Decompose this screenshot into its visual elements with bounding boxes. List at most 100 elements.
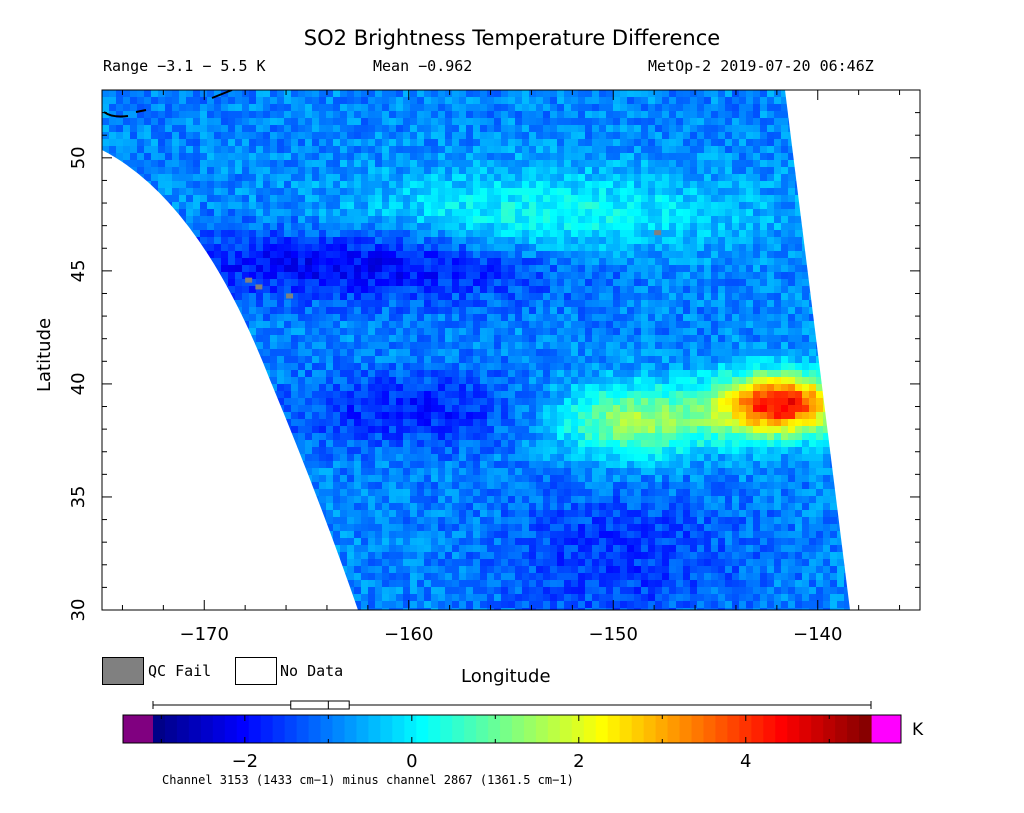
heatmap-cell — [837, 104, 844, 111]
heatmap-cell — [669, 90, 676, 97]
heatmap-cell — [543, 132, 550, 139]
heatmap-cell — [879, 223, 886, 230]
heatmap-cell — [347, 160, 354, 167]
heatmap-cell — [606, 377, 613, 384]
heatmap-cell — [417, 125, 424, 132]
heatmap-cell — [564, 118, 571, 125]
heatmap-cell — [858, 160, 865, 167]
heatmap-cell — [242, 300, 249, 307]
heatmap-cell — [760, 342, 767, 349]
heatmap-cell — [172, 188, 179, 195]
heatmap-cell — [837, 167, 844, 174]
heatmap-cell — [760, 132, 767, 139]
heatmap-cell — [669, 202, 676, 209]
heatmap-cell — [907, 377, 914, 384]
heatmap-cell — [151, 342, 158, 349]
heatmap-cell — [683, 258, 690, 265]
heatmap-cell — [571, 132, 578, 139]
heatmap-cell — [459, 118, 466, 125]
heatmap-cell — [102, 272, 109, 279]
heatmap-cell — [795, 230, 802, 237]
heatmap-cell — [494, 104, 501, 111]
heatmap-cell — [319, 328, 326, 335]
heatmap-cell — [760, 335, 767, 342]
heatmap-cell — [697, 181, 704, 188]
heatmap-cell — [522, 167, 529, 174]
heatmap-cell — [515, 167, 522, 174]
heatmap-cell — [375, 384, 382, 391]
heatmap-cell — [424, 307, 431, 314]
heatmap-cell — [641, 307, 648, 314]
heatmap-cell — [683, 370, 690, 377]
heatmap-cell — [431, 202, 438, 209]
heatmap-cell — [900, 223, 907, 230]
heatmap-cell — [606, 118, 613, 125]
heatmap-cell — [193, 384, 200, 391]
heatmap-cell — [137, 286, 144, 293]
heatmap-cell — [137, 251, 144, 258]
heatmap-cell — [627, 307, 634, 314]
heatmap-cell — [417, 195, 424, 202]
heatmap-cell — [662, 111, 669, 118]
heatmap-cell — [578, 370, 585, 377]
heatmap-cell — [613, 314, 620, 321]
heatmap-cell — [578, 272, 585, 279]
heatmap-cell — [655, 244, 662, 251]
heatmap-cell — [522, 216, 529, 223]
heatmap-cell — [683, 265, 690, 272]
heatmap-cell — [480, 370, 487, 377]
heatmap-cell — [795, 174, 802, 181]
heatmap-cell — [445, 90, 452, 97]
heatmap-cell — [165, 181, 172, 188]
heatmap-cell — [571, 356, 578, 363]
heatmap-cell — [823, 370, 830, 377]
heatmap-cell — [270, 146, 277, 153]
heatmap-cell — [872, 97, 879, 104]
heatmap-cell — [452, 363, 459, 370]
heatmap-cell — [354, 223, 361, 230]
heatmap-cell — [235, 384, 242, 391]
heatmap-cell — [634, 244, 641, 251]
heatmap-cell — [809, 139, 816, 146]
heatmap-cell — [389, 202, 396, 209]
heatmap-cell — [522, 370, 529, 377]
heatmap-cell — [382, 286, 389, 293]
heatmap-cell — [599, 139, 606, 146]
heatmap-cell — [795, 251, 802, 258]
heatmap-cell — [872, 230, 879, 237]
heatmap-cell — [431, 97, 438, 104]
heatmap-cell — [564, 258, 571, 265]
heatmap-cell — [326, 342, 333, 349]
heatmap-cell — [543, 174, 550, 181]
heatmap-cell — [711, 370, 718, 377]
heatmap-cell — [893, 209, 900, 216]
heatmap-cell — [571, 265, 578, 272]
heatmap-cell — [494, 328, 501, 335]
heatmap-cell — [585, 146, 592, 153]
heatmap-cell — [711, 363, 718, 370]
heatmap-cell — [382, 279, 389, 286]
heatmap-cell — [459, 244, 466, 251]
heatmap-cell — [389, 300, 396, 307]
heatmap-cell — [823, 111, 830, 118]
heatmap-cell — [578, 342, 585, 349]
heatmap-cell — [851, 209, 858, 216]
heatmap-cell — [802, 223, 809, 230]
heatmap-cell — [907, 286, 914, 293]
heatmap-cell — [102, 384, 109, 391]
heatmap-cell — [102, 377, 109, 384]
heatmap-cell — [186, 328, 193, 335]
heatmap-cell — [480, 90, 487, 97]
heatmap-cell — [627, 244, 634, 251]
heatmap-cell — [886, 146, 893, 153]
heatmap-cell — [774, 265, 781, 272]
heatmap-cell — [781, 118, 788, 125]
heatmap-cell — [564, 293, 571, 300]
heatmap-cell — [704, 125, 711, 132]
heatmap-cell — [823, 160, 830, 167]
heatmap-cell — [704, 335, 711, 342]
heatmap-cell — [123, 90, 130, 97]
heatmap-cell — [851, 342, 858, 349]
heatmap-cell — [711, 300, 718, 307]
heatmap-cell — [641, 111, 648, 118]
